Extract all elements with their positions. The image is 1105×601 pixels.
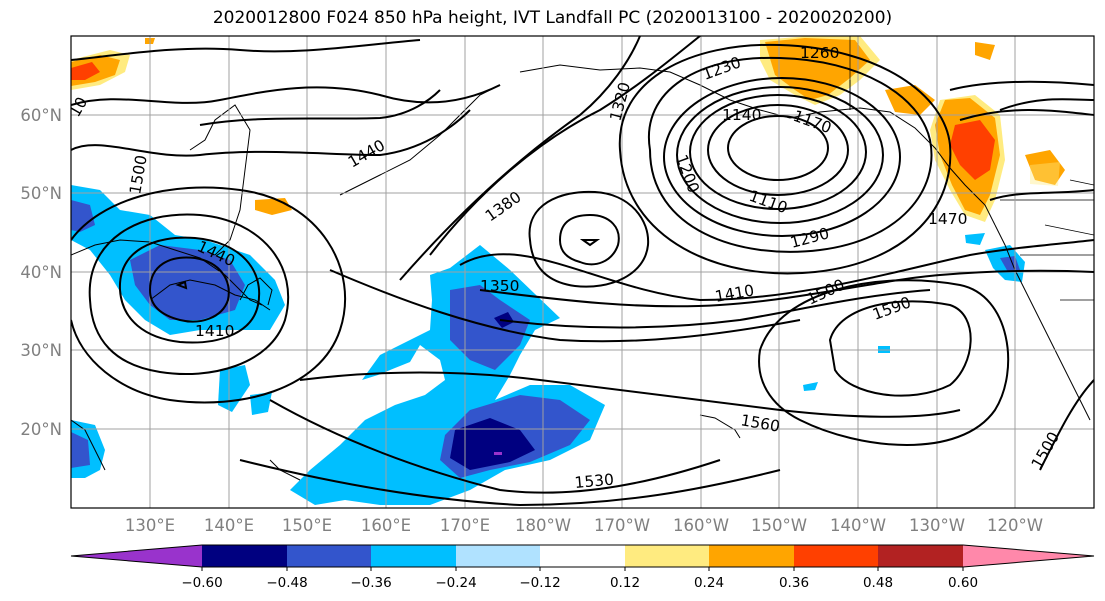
lon-label-170e: 170°E <box>440 516 490 535</box>
lon-label-180w: 180°W <box>515 516 571 535</box>
colorbar-seg-0 <box>71 545 202 567</box>
lon-label-160w: 160°W <box>673 516 729 535</box>
lon-label-170w: 170°W <box>594 516 650 535</box>
colorbar-tick-label: −0.60 <box>181 575 222 591</box>
colorbar-seg-5 <box>540 545 625 567</box>
colorbar-tick-label: 0.24 <box>694 575 724 591</box>
map-frame <box>70 35 1095 509</box>
colorbar-tick-label: −0.48 <box>266 575 307 591</box>
longitude-labels: 130°E 140°E 150°E 160°E 170°E 180°W 170°… <box>125 516 1043 535</box>
colorbar-seg-4 <box>456 545 540 567</box>
political-boundaries <box>849 36 1094 301</box>
lat-label-50n: 50°N <box>20 184 62 203</box>
lon-label-120w: 120°W <box>987 516 1043 535</box>
colorbar: −0.60 −0.48 −0.36 −0.24 −0.12 0.12 0.24 … <box>70 544 1095 591</box>
lon-label-130w: 130°W <box>909 516 965 535</box>
lon-label-140w: 140°W <box>830 516 886 535</box>
lat-label-20n: 20°N <box>20 420 62 439</box>
colorbar-tick-label: 0.60 <box>948 575 978 591</box>
colorbar-tick-label: 0.48 <box>863 575 893 591</box>
contour-label: 1350 <box>480 277 519 295</box>
lat-label-60n: 60°N <box>20 106 62 125</box>
colorbar-seg-6 <box>625 545 709 567</box>
colorbar-tick-label: −0.12 <box>519 575 560 591</box>
ivt-negative-shading <box>71 185 1025 505</box>
colorbar-seg-3 <box>371 545 456 567</box>
height-contours <box>71 36 1094 507</box>
colorbar-seg-8 <box>794 545 878 567</box>
map-title: 2020012800 F024 850 hPa height, IVT Land… <box>212 8 893 28</box>
colorbar-tick-label: −0.24 <box>435 575 476 591</box>
contour-label: 1260 <box>800 44 839 62</box>
lat-label-30n: 30°N <box>20 341 62 360</box>
lon-label-140e: 140°E <box>204 516 254 535</box>
lon-label-160e: 160°E <box>361 516 411 535</box>
lon-label-150w: 150°W <box>751 516 807 535</box>
colorbar-seg-1 <box>202 545 287 567</box>
lat-label-40n: 40°N <box>20 263 62 282</box>
map-panel: 1260 1230 1320 1140 1170 1200 1110 1290 … <box>71 36 1094 508</box>
lon-label-150e: 150°E <box>282 516 332 535</box>
colorbar-tick-label: 0.36 <box>779 575 809 591</box>
latitude-labels: 60°N 50°N 40°N 30°N 20°N <box>20 106 62 439</box>
colorbar-seg-2 <box>287 545 371 567</box>
colorbar-seg-10 <box>963 545 1094 567</box>
colorbar-tick-label: 0.12 <box>610 575 640 591</box>
contour-label: 1140 <box>722 106 761 124</box>
colorbar-seg-9 <box>878 545 963 567</box>
contour-label: 1410 <box>195 322 234 340</box>
contour-label: 1470 <box>928 210 967 228</box>
colorbar-tick-label: −0.36 <box>350 575 391 591</box>
gridlines <box>71 36 1094 508</box>
colorbar-seg-7 <box>709 545 794 567</box>
contour-label: 1530 <box>574 471 615 492</box>
lon-label-130e: 130°E <box>125 516 175 535</box>
